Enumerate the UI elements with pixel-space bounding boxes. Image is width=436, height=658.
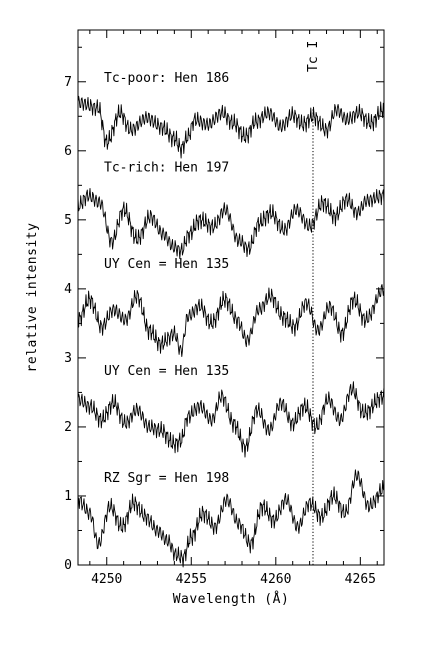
y-tick-label: 2 [64, 420, 72, 435]
x-tick-label: 4260 [260, 572, 291, 587]
plot-frame [77, 29, 385, 566]
y-tick-label: 1 [64, 489, 72, 504]
x-axis-label: Wavelength (Å) [173, 591, 290, 607]
y-tick-label: 4 [64, 282, 72, 297]
spectra-group [77, 95, 385, 568]
spectrum-label: UY Cen = Hen 135 [104, 257, 229, 272]
spectrum-label: Tc-rich: Hen 197 [104, 161, 229, 176]
spectrum-line [77, 284, 385, 358]
axis-tick-labels-group: 4250 4255 4260 4265 0 1 2 3 4 5 6 7 [64, 75, 376, 587]
y-tick-label: 3 [64, 351, 72, 366]
x-tick-label: 4265 [345, 572, 376, 587]
spectrum-line [77, 187, 385, 260]
y-tick-label: 0 [64, 558, 72, 573]
tc-marker-label: Tc I [306, 41, 321, 72]
spectrum-line [77, 381, 385, 458]
spectrum-labels-group: Tc-poor: Hen 186 Tc-rich: Hen 197 UY Cen =… [104, 71, 229, 486]
axis-ticks-group [78, 30, 384, 566]
spectrum-label: UY Cen = Hen 135 [104, 364, 229, 379]
y-tick-label: 5 [64, 213, 72, 228]
y-tick-label: 6 [64, 144, 72, 159]
spectrum-line [77, 95, 385, 159]
x-tick-label: 4250 [91, 572, 122, 587]
y-tick-label: 7 [64, 75, 72, 90]
spectrum-line [77, 469, 385, 568]
x-tick-label: 4255 [176, 572, 207, 587]
spectrum-label: Tc-poor: Hen 186 [104, 71, 229, 86]
y-axis-label: relative intensity [25, 223, 40, 373]
spectrum-label: RZ Sgr = Hen 198 [104, 471, 229, 486]
